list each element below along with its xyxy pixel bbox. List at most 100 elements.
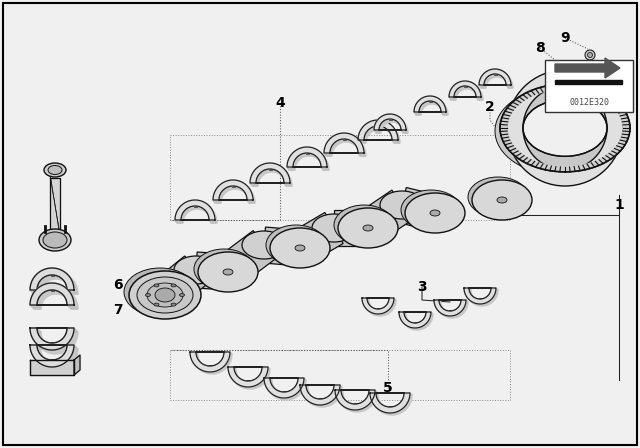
Polygon shape <box>555 167 561 172</box>
Polygon shape <box>449 97 456 100</box>
Polygon shape <box>335 390 375 410</box>
Polygon shape <box>441 112 448 115</box>
Text: 0012E320: 0012E320 <box>569 98 609 107</box>
Polygon shape <box>617 108 625 113</box>
Polygon shape <box>334 210 368 246</box>
Polygon shape <box>500 128 507 131</box>
Ellipse shape <box>145 293 150 297</box>
Polygon shape <box>612 102 620 108</box>
Polygon shape <box>217 231 275 286</box>
Polygon shape <box>606 153 614 159</box>
Text: 8: 8 <box>535 41 545 55</box>
Ellipse shape <box>124 268 196 316</box>
Polygon shape <box>545 165 552 171</box>
Polygon shape <box>30 283 74 305</box>
Polygon shape <box>501 134 509 138</box>
Polygon shape <box>583 86 590 92</box>
Ellipse shape <box>497 197 507 203</box>
Polygon shape <box>513 151 521 156</box>
Ellipse shape <box>174 256 218 284</box>
Polygon shape <box>623 125 630 128</box>
Text: 1: 1 <box>614 198 624 212</box>
Polygon shape <box>30 290 41 294</box>
Ellipse shape <box>468 177 528 217</box>
Polygon shape <box>555 58 620 78</box>
Polygon shape <box>34 287 78 309</box>
Ellipse shape <box>147 283 183 307</box>
Polygon shape <box>262 367 270 369</box>
Polygon shape <box>527 159 534 165</box>
Polygon shape <box>606 97 614 103</box>
Circle shape <box>588 52 593 57</box>
Text: 6: 6 <box>113 278 123 292</box>
Polygon shape <box>614 146 623 151</box>
Polygon shape <box>369 390 377 392</box>
Polygon shape <box>570 167 575 172</box>
Polygon shape <box>599 158 607 164</box>
Polygon shape <box>262 227 301 266</box>
Polygon shape <box>209 220 217 223</box>
Polygon shape <box>519 95 527 100</box>
Polygon shape <box>481 72 513 88</box>
Polygon shape <box>579 165 585 171</box>
Polygon shape <box>464 288 471 290</box>
Polygon shape <box>34 272 78 294</box>
Ellipse shape <box>242 231 286 259</box>
Polygon shape <box>587 163 595 168</box>
Polygon shape <box>614 105 623 110</box>
Polygon shape <box>620 114 628 119</box>
Ellipse shape <box>131 272 191 312</box>
Text: 7: 7 <box>113 303 123 317</box>
Polygon shape <box>34 349 78 371</box>
Polygon shape <box>619 111 627 116</box>
Polygon shape <box>302 387 342 407</box>
Polygon shape <box>507 105 516 110</box>
Polygon shape <box>502 114 510 119</box>
Ellipse shape <box>266 225 326 265</box>
Polygon shape <box>491 288 498 290</box>
Polygon shape <box>250 163 290 183</box>
Polygon shape <box>519 156 527 161</box>
Polygon shape <box>505 108 513 113</box>
Polygon shape <box>570 84 575 89</box>
Polygon shape <box>536 87 543 93</box>
Polygon shape <box>416 99 448 115</box>
Polygon shape <box>619 140 627 145</box>
Polygon shape <box>579 85 585 91</box>
Polygon shape <box>30 345 41 349</box>
Polygon shape <box>426 312 433 314</box>
Polygon shape <box>540 86 547 92</box>
Polygon shape <box>595 90 604 96</box>
Polygon shape <box>335 390 343 392</box>
Polygon shape <box>540 164 547 170</box>
Text: 4: 4 <box>275 96 285 110</box>
Polygon shape <box>230 369 270 389</box>
Ellipse shape <box>171 303 176 306</box>
Ellipse shape <box>223 269 233 275</box>
Polygon shape <box>523 92 531 98</box>
Polygon shape <box>527 90 534 96</box>
Polygon shape <box>228 367 236 369</box>
Polygon shape <box>609 151 618 156</box>
Ellipse shape <box>160 292 170 298</box>
Polygon shape <box>603 95 611 100</box>
Polygon shape <box>213 200 221 203</box>
Polygon shape <box>531 89 539 95</box>
Polygon shape <box>509 148 518 154</box>
Polygon shape <box>50 178 60 232</box>
Polygon shape <box>461 300 468 302</box>
Polygon shape <box>464 288 496 304</box>
Polygon shape <box>284 183 292 186</box>
Polygon shape <box>67 305 78 309</box>
Polygon shape <box>30 268 74 290</box>
Polygon shape <box>436 302 468 318</box>
Ellipse shape <box>495 87 625 175</box>
Polygon shape <box>195 252 229 290</box>
Ellipse shape <box>380 191 424 219</box>
Polygon shape <box>531 161 539 167</box>
Polygon shape <box>250 183 258 186</box>
Polygon shape <box>550 85 556 90</box>
Ellipse shape <box>334 205 394 245</box>
Ellipse shape <box>48 165 62 175</box>
Ellipse shape <box>129 271 201 319</box>
